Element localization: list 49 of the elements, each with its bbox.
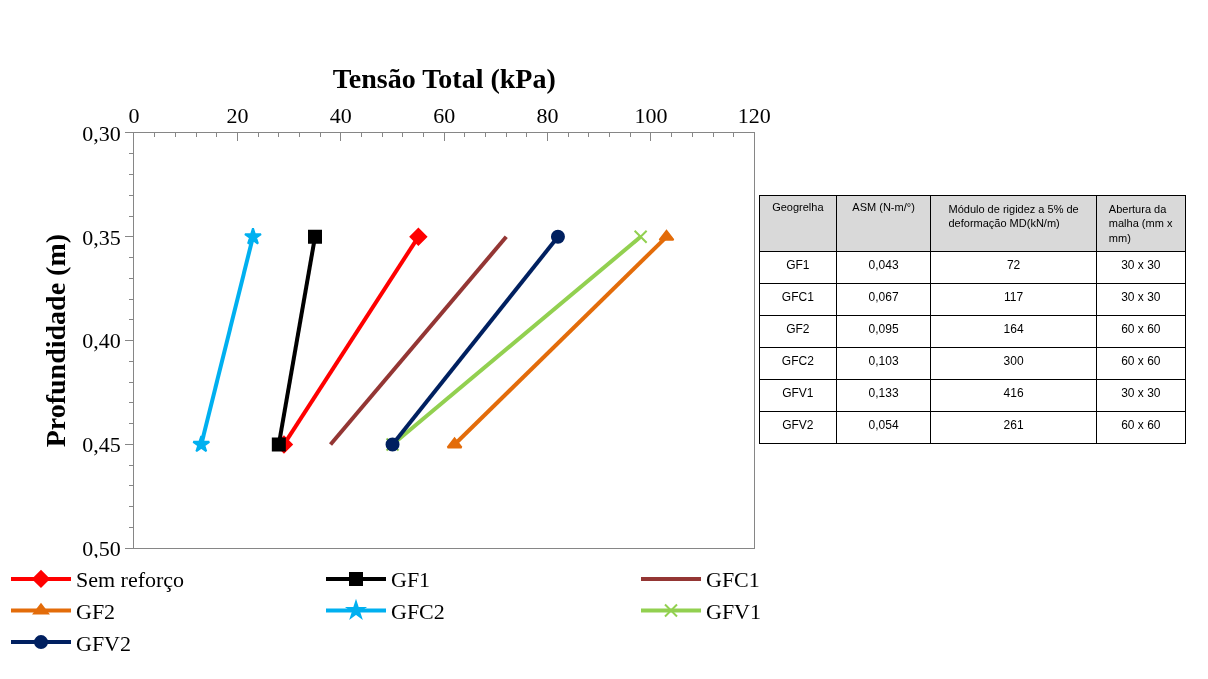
legend-label: GFV2	[76, 630, 132, 656]
text: Módulo de rigidez a 5% de deformação MD(kN/m)	[948, 203, 1079, 230]
text: 164	[1003, 321, 1024, 336]
text: 60 x 60	[1121, 321, 1161, 336]
text: 0,043	[868, 257, 899, 272]
legend-label: GF1	[391, 567, 431, 593]
text: GFC1	[781, 289, 815, 304]
text: 30 x 30	[1121, 385, 1161, 400]
text: 60 x 60	[1121, 417, 1161, 432]
y-axis-title: Profundidade (m)	[39, 233, 71, 448]
x-tick-label: 0	[128, 103, 140, 129]
x-tick-label: 120	[737, 103, 771, 129]
legend-label: GFC1	[706, 567, 760, 593]
y-tick-label: 0,50	[82, 535, 121, 561]
x-tick-label: 60	[433, 103, 456, 129]
text: 0,133	[868, 385, 899, 400]
x-tick-label: 100	[634, 103, 668, 129]
text: 60 x 60	[1121, 353, 1161, 368]
y-tick-label: 0,35	[82, 224, 121, 250]
text: GF2	[786, 321, 810, 336]
legend-label: Sem reforço	[76, 567, 185, 593]
legend-label: GFC2	[391, 599, 445, 625]
x-tick-label: 80	[536, 103, 559, 129]
text: 416	[1003, 385, 1024, 400]
y-tick-label: 0,30	[82, 120, 121, 146]
legend-label: GF2	[76, 599, 116, 625]
text: Abertura da malha (mm x mm)	[1108, 203, 1173, 244]
text: GFC2	[781, 353, 815, 368]
text: 0,103	[868, 353, 899, 368]
y-tick-label: 0,45	[82, 432, 121, 458]
text: GFV2	[782, 417, 814, 432]
text: 72	[1006, 257, 1021, 272]
text: 0,054	[868, 417, 899, 432]
text: 0,095	[868, 321, 899, 336]
text: 117	[1004, 289, 1024, 304]
text: ASM (N-m/°)	[852, 201, 915, 214]
text: 30 x 30	[1121, 257, 1161, 272]
text: 300	[1003, 353, 1024, 368]
x-axis-title: Tensão Total (kPa)	[332, 62, 556, 94]
text: 261	[1003, 417, 1024, 432]
x-tick-label: 40	[329, 103, 352, 129]
text: GF1	[786, 257, 810, 272]
text: 30 x 30	[1121, 289, 1161, 304]
text: GFV1	[782, 385, 814, 400]
x-tick-label: 20	[226, 103, 249, 129]
legend-label: GFV1	[706, 599, 762, 625]
y-tick-label: 0,40	[82, 328, 121, 354]
text: 0,067	[868, 289, 899, 304]
text: Geogrelha	[772, 201, 825, 214]
